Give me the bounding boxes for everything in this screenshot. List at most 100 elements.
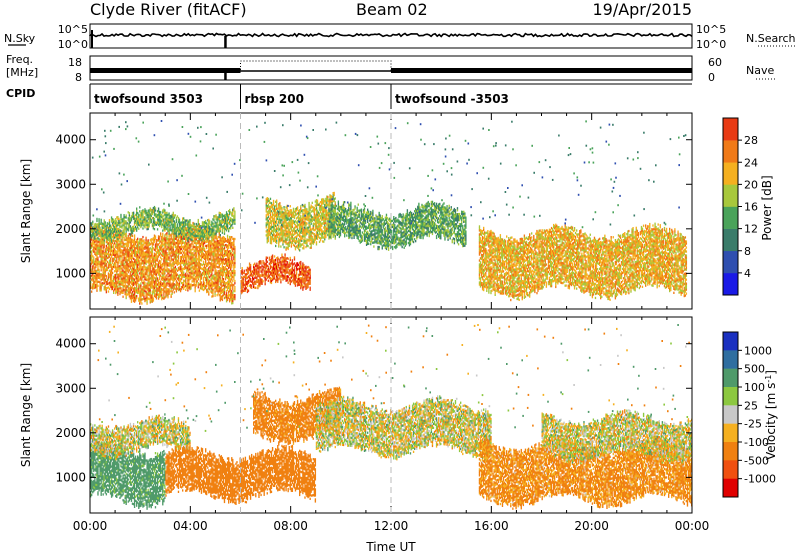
echo-cell — [105, 269, 108, 272]
echo-cell — [131, 211, 134, 215]
echo-cell — [202, 246, 205, 249]
echo-cell — [229, 280, 231, 283]
echo-cell — [153, 205, 156, 209]
echo-cell — [169, 238, 171, 241]
echo-cell — [246, 270, 249, 273]
echo-cell — [110, 220, 113, 223]
echo-cell — [96, 257, 98, 260]
echo-cell — [124, 248, 126, 252]
echo-cell — [144, 257, 146, 261]
echo-cell — [258, 275, 260, 278]
echo-cell — [108, 237, 111, 240]
echo-cell — [193, 281, 195, 284]
echo-cell — [226, 286, 229, 290]
echo-cell — [194, 257, 196, 261]
echo-cell — [228, 218, 230, 221]
echo-cell — [183, 231, 185, 234]
echo-cell — [128, 269, 131, 272]
echo-cell — [253, 273, 255, 277]
echo-cell — [214, 278, 216, 281]
echo-cell — [208, 251, 210, 254]
echo-cell — [212, 291, 214, 294]
echo-cell — [113, 279, 115, 282]
echo-cell — [219, 226, 221, 229]
echo-cell — [284, 257, 286, 260]
echo-cell — [132, 289, 135, 292]
echo-cell — [104, 278, 106, 281]
echo-cell — [165, 291, 167, 294]
echo-cell — [92, 267, 94, 270]
echo-cell — [194, 245, 196, 249]
echo-cell — [229, 208, 231, 212]
echo-cell — [92, 255, 94, 258]
echo-cell — [290, 268, 293, 271]
echo-cell — [127, 238, 129, 242]
echo-cell — [221, 215, 224, 218]
echo-cell — [215, 249, 217, 252]
echo-cell — [207, 268, 209, 271]
echo-cell — [146, 223, 148, 227]
echo-cell — [269, 265, 272, 268]
echo-cell — [200, 251, 203, 254]
echo-cell — [228, 278, 230, 281]
echo-cell — [175, 234, 178, 238]
echo-cell — [229, 258, 231, 261]
echo-cell — [122, 259, 124, 262]
echo-cell — [201, 251, 204, 255]
echo-cell — [202, 260, 205, 263]
echo-cell — [160, 223, 162, 226]
echo-cell — [229, 243, 231, 247]
echo-cell — [129, 229, 132, 232]
echo-cell — [233, 253, 235, 257]
echo-cell — [161, 245, 163, 249]
echo-cell — [216, 255, 218, 259]
echo-cell — [171, 217, 173, 221]
echo-cell — [145, 296, 147, 300]
echo-cell — [283, 277, 285, 280]
echo-cell — [165, 247, 167, 250]
echo-cell — [152, 255, 155, 258]
echo-cell — [203, 281, 206, 285]
echo-cell — [138, 241, 140, 244]
echo-cell — [146, 211, 148, 215]
echo-cell — [222, 268, 225, 271]
echo-cell — [222, 218, 225, 222]
echo-cell — [140, 282, 142, 285]
echo-cell — [243, 283, 245, 286]
echo-cell — [177, 229, 180, 232]
echo-cell — [115, 230, 117, 233]
echo-cell — [169, 282, 171, 285]
echo-cell — [100, 245, 102, 248]
echo-cell — [145, 254, 147, 258]
echo-cell — [118, 283, 120, 286]
echo-cell — [102, 250, 104, 253]
echo-cell — [141, 288, 143, 291]
echo-cell — [273, 255, 276, 258]
echo-cell — [160, 260, 162, 263]
echo-cell — [282, 276, 284, 279]
echo-cell — [190, 257, 192, 260]
echo-cell — [180, 243, 183, 247]
echo-cell — [113, 228, 115, 231]
echo-cell — [173, 230, 175, 233]
echo-cell — [95, 263, 97, 267]
echo-cell — [234, 259, 236, 263]
echo-cell — [182, 253, 184, 257]
echo-cell — [101, 257, 103, 261]
echo-cell — [201, 237, 204, 241]
echo-cell — [111, 265, 114, 269]
echo-cell — [257, 266, 259, 270]
echo-cell — [244, 283, 247, 286]
echo-cell — [94, 262, 96, 265]
echo-cell — [150, 280, 152, 283]
echo-cell — [270, 273, 273, 277]
echo-cell — [234, 214, 236, 217]
echo-cell — [228, 252, 230, 255]
echo-cell — [109, 228, 112, 231]
echo-cell — [98, 228, 100, 231]
echo-cell — [206, 272, 208, 276]
echo-cell — [146, 278, 148, 281]
echo-cell — [148, 277, 150, 281]
echo-cell — [213, 258, 215, 261]
echo-cell — [120, 265, 122, 268]
